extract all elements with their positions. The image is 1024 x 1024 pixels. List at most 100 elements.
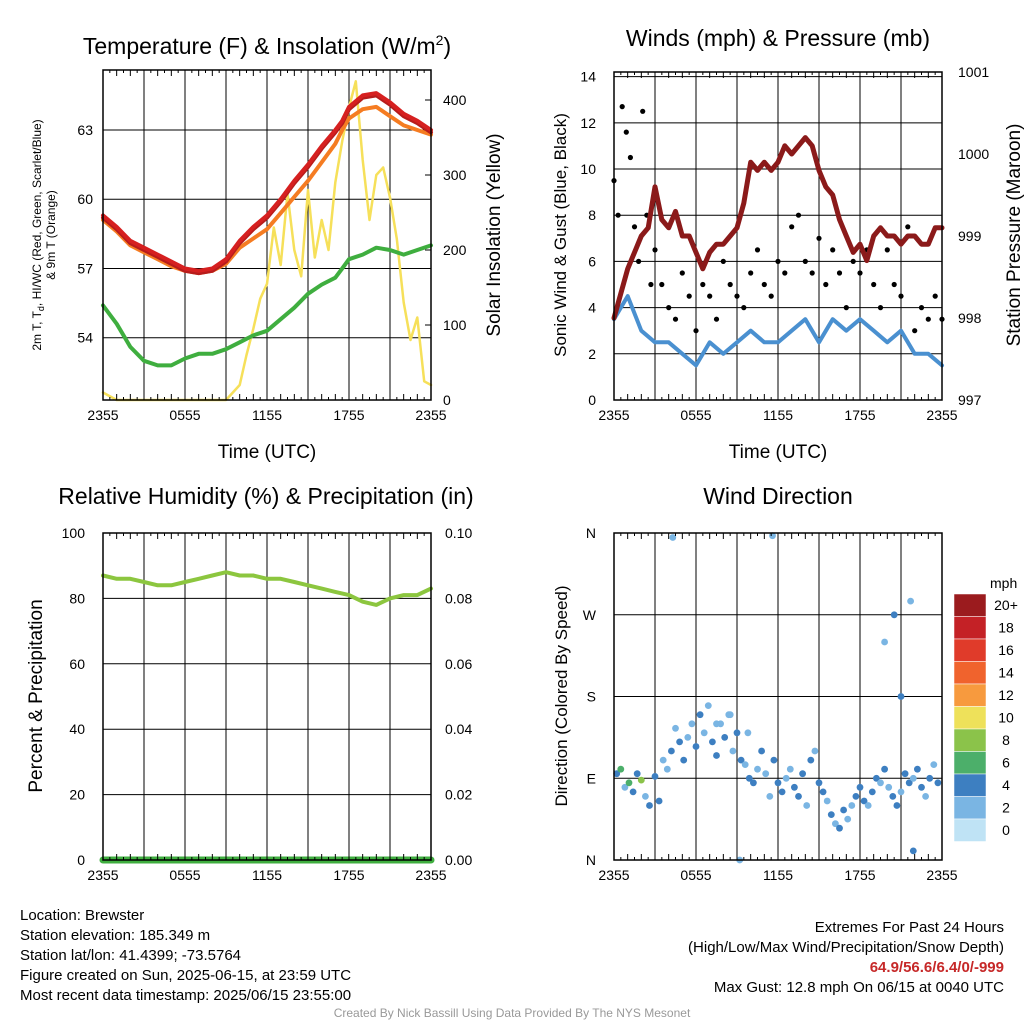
gust-point — [898, 293, 904, 299]
wind-direction-point — [836, 824, 843, 832]
legend-swatch — [953, 728, 987, 752]
gust-point — [686, 293, 692, 299]
wind-direction-point — [774, 779, 782, 787]
wind-direction-point — [819, 788, 827, 796]
gust-point — [830, 247, 836, 253]
legend-label: 2 — [1002, 800, 1010, 816]
precip-y-tick-label: 0.04 — [445, 721, 472, 737]
precip-y-tick-label: 0.08 — [445, 590, 472, 606]
insolation-y-tick-label: 0 — [443, 392, 451, 408]
wind-direction-point — [877, 779, 884, 787]
wind-direction-point — [909, 774, 917, 782]
temperature-x-tick-label: 2355 — [415, 407, 446, 423]
wind-direction-point — [914, 765, 921, 773]
wind-direction-point — [852, 793, 860, 800]
humidity-y-tick-label: 0 — [77, 852, 85, 868]
humidity-y-tick-label: 20 — [69, 787, 85, 803]
gust-point — [843, 305, 849, 311]
winds-y-tick-label: 10 — [580, 161, 596, 177]
wind-direction-point — [663, 765, 671, 773]
winds-y-tick-label: 8 — [588, 207, 596, 223]
wind-direction-point — [815, 779, 823, 787]
wind-direction-point — [799, 770, 806, 778]
legend-swatch — [953, 796, 987, 820]
gust-point — [648, 281, 654, 288]
humidity-y-tick-label: 40 — [69, 721, 85, 737]
precip-y-tick-label: 0.00 — [445, 852, 472, 868]
humidity-frame — [102, 532, 432, 861]
wind-direction-point — [823, 797, 831, 805]
wind-direction-point — [934, 779, 942, 787]
wind-direction-point — [881, 638, 888, 646]
wind-direction-x-tick-label: 2355 — [926, 867, 957, 883]
insolation-y-tick-label: 200 — [443, 242, 467, 258]
max-gust: Max Gust: 12.8 mph On 06/15 at 0040 UTC — [713, 979, 1004, 996]
winds-y-tick-label: 4 — [588, 300, 596, 316]
gust-point — [823, 281, 829, 288]
wind-direction-point — [901, 770, 909, 778]
wind-direction-point — [659, 756, 667, 764]
wind-direction-point — [803, 802, 811, 809]
precip-y-tick-label: 0.06 — [445, 656, 472, 672]
humidity-x-tick-label: 2355 — [415, 867, 446, 883]
wind-direction-point — [680, 756, 688, 764]
wind-direction-point — [651, 773, 659, 780]
station-latlon: Station lat/lon: 41.4399; -73.5764 — [20, 947, 242, 964]
winds-y-tick-label: 6 — [588, 253, 596, 269]
gust-point — [884, 247, 890, 253]
gust-point — [659, 281, 665, 288]
pressure-y-tick-label: 1001 — [958, 64, 989, 80]
gust-point — [768, 293, 774, 299]
legend-label: 6 — [1002, 755, 1010, 771]
pressure-y-tick-label: 997 — [958, 392, 982, 408]
gust-point — [672, 316, 679, 322]
legend-label: 4 — [1002, 777, 1010, 793]
humidity-line — [101, 570, 433, 607]
legend-label: 8 — [1002, 732, 1010, 748]
wind-direction-point — [807, 756, 815, 764]
legend-label: 0 — [1002, 822, 1010, 838]
wind-direction-point — [827, 811, 835, 818]
gust-point — [905, 224, 911, 230]
wind-direction-point — [733, 729, 741, 737]
winds-y-label: Sonic Wind & Gust (Blue, Black) — [551, 113, 570, 357]
winds-y-tick-label: 14 — [580, 69, 596, 85]
humidity-y-tick-label: 60 — [69, 656, 85, 672]
wind-direction-point — [745, 774, 753, 782]
gust-point — [782, 270, 788, 276]
gust-point — [741, 305, 747, 311]
wind-direction-point — [881, 765, 888, 773]
temperature-y-label: 2m T, Td, HI/WC (Red, Green, Scarlet/Blu… — [30, 119, 46, 350]
gust-point — [816, 235, 822, 241]
wind-direction-y-tick-label: N — [586, 525, 596, 541]
temperature-frame — [102, 69, 432, 401]
wind-direction-point — [864, 802, 872, 809]
wind-direction-point — [770, 756, 778, 764]
wind-direction-x-tick-label: 1155 — [763, 867, 793, 883]
wind-direction-point — [778, 788, 786, 796]
wind-direction-point — [709, 738, 716, 746]
wind-direction-point — [625, 779, 633, 787]
gust-point — [932, 293, 938, 299]
station-location: Location: Brewster — [20, 907, 145, 924]
wind-direction-point — [613, 770, 621, 778]
gust-point — [877, 305, 884, 311]
winds-x-tick-label: 2355 — [926, 407, 957, 423]
wind-direction-point — [617, 765, 625, 773]
precip-y-tick-label: 0.10 — [445, 525, 472, 541]
temperature-x-tick-label: 0555 — [169, 407, 200, 423]
wind-direction-point — [741, 761, 749, 768]
temperature-y-label-line2: & 9m T (Orange) — [44, 190, 58, 280]
winds-x-tick-label: 1155 — [763, 407, 793, 423]
winds-x-tick-label: 0555 — [680, 407, 711, 423]
wind-direction-point — [750, 779, 757, 787]
humidity-y-label: Percent & Precipitation — [26, 599, 47, 792]
extremes-title: Extremes For Past 24 Hours — [814, 919, 1004, 936]
wind-direction-point — [848, 802, 856, 809]
gust-point — [857, 270, 863, 276]
wind-direction-point — [704, 702, 712, 709]
wind-direction-x-tick-label: 1755 — [844, 867, 875, 883]
wind-direction-point — [868, 788, 876, 796]
gust-point — [734, 293, 740, 299]
legend-swatch — [953, 683, 987, 707]
